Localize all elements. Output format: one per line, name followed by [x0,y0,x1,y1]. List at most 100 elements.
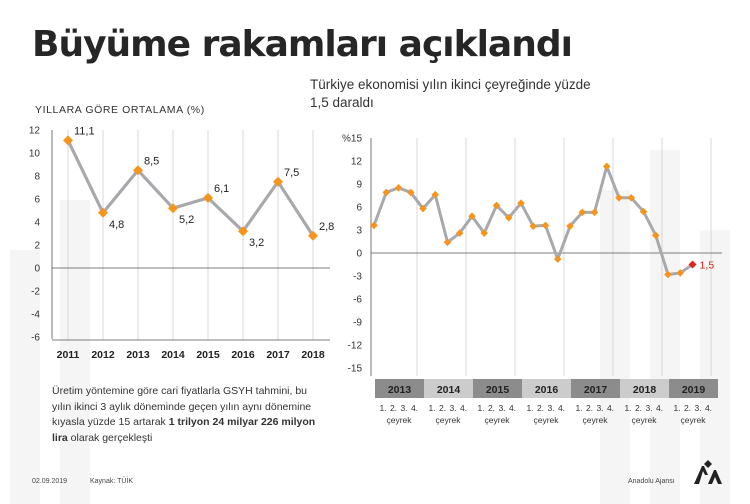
data-point [590,208,599,217]
period-label: çeyrek [680,415,706,425]
year-band-segment [571,379,620,398]
y-tick-label: -6 [31,333,40,344]
page-title: Büyüme rakamları açıklandı [32,24,573,65]
y-tick-label: 6 [356,203,362,214]
y-tick-label: -3 [353,272,362,283]
quarter-label: 3. [400,403,407,413]
year-band-segment [620,379,669,398]
data-point [517,199,525,207]
quarter-label: 3. [645,403,652,413]
quarter-label: 4. [460,403,467,413]
quarter-label: 1. [379,403,386,413]
data-label: 4,8 [109,219,124,231]
note-text-2: olarak gerçekleşti [67,431,153,444]
y-tick-label: 12 [29,126,41,137]
x-tick-label: 2014 [161,349,185,361]
data-point [238,226,248,237]
period-label: çeyrek [631,415,657,425]
x-tick-label: 2011 [57,349,80,361]
data-point [168,203,178,214]
quarter-label: 4. [705,403,712,413]
background-bar [600,190,630,504]
quarter-label: 1. [624,403,631,413]
footer-date: 02.09.2019 [32,478,68,485]
year-label: 2014 [437,384,461,396]
quarter-label: 2. [684,403,691,413]
data-point [651,231,660,240]
quarter-label: 2. [635,403,642,413]
quarterly-growth-chart: %15 12 9 6 3 0 -3 -6 -9 -12 -15 2013 2014 2015 2016 201… [342,134,722,425]
data-point [455,229,464,237]
y-tick-label: 9 [356,180,362,191]
year-band-segment [473,379,522,398]
quarter-label: 4. [558,403,565,413]
annual-growth-chart: 12 10 8 6 4 2 0 -2 -4 -6 2011 2012 2013 2014 2015 2016 2… [29,125,334,361]
year-band-segment [424,379,473,398]
data-label: 7,5 [284,167,299,179]
y-tick-label: 3 [356,226,362,237]
data-point [382,188,391,197]
data-point [492,201,501,210]
data-point [394,184,403,192]
background-bar [60,200,90,504]
x-tick-label: 2016 [231,349,255,361]
data-point [273,176,283,187]
footer-agency: Anadolu Ajansı [628,478,675,485]
data-point [578,208,587,217]
y-tick-label: 10 [29,149,41,160]
data-point [308,230,318,241]
series-line [372,164,694,276]
data-point [63,135,73,146]
x-tick-label: 2018 [301,349,325,361]
quarter-label: 2. [390,403,397,413]
data-point [419,204,427,213]
data-point [203,192,213,203]
note-bold-amount: 1 trilyon 24 milyar 226 milyon lira [52,416,316,444]
y-tick-label: 12 [351,157,363,168]
y-tick-label: -12 [348,341,363,352]
year-label: 2018 [633,384,657,396]
period-label: çeyrek [484,415,510,425]
year-label: 2016 [535,384,559,396]
data-point [480,229,489,237]
y-tick-label: 6 [34,195,40,206]
data-point [566,222,574,230]
y-tick-label: 2 [34,241,40,252]
x-tick-label: 2013 [126,349,150,361]
y-tick-label: 8 [34,172,40,183]
quarter-label: 3. [596,403,603,413]
year-band-segment [522,379,571,398]
quarter-label: 4. [411,403,418,413]
y-tick-label: %15 [342,134,362,145]
gdp-note: Üretim yöntemine göre cari fiyatlarla GS… [52,384,327,446]
left-chart-title: YILLARA GÖRE ORTALAMA (%) [35,104,205,116]
footer-source: Kaynak: TÜİK [90,478,134,485]
quarter-label: 2. [586,403,593,413]
period-label: çeyrek [386,415,412,425]
data-point [443,238,452,247]
data-point [553,255,562,263]
quarter-label: 3. [449,403,456,413]
quarter-label: 3. [547,403,554,413]
quarter-label: 4. [509,403,516,413]
x-tick-label: 2017 [266,349,290,361]
x-tick-label: 2015 [196,349,220,361]
data-point [602,162,611,171]
quarter-label: 1. [575,403,582,413]
period-label: çeyrek [582,415,608,425]
background-bar [10,250,40,504]
y-tick-label: 0 [356,249,362,260]
data-point [676,269,685,277]
y-tick-label: -6 [353,295,362,306]
background-bar [700,230,730,504]
y-tick-label: 4 [34,218,40,229]
year-band-segment [669,379,718,398]
quarter-label: 1. [526,403,533,413]
data-point [627,194,636,202]
subtitle: Türkiye ekonomisi yılın ikinci çeyreğind… [310,77,591,110]
anadolu-agency-logo-icon [694,460,722,484]
x-tick-label: 2012 [91,349,115,361]
year-label: 2017 [584,384,608,396]
data-point [431,190,440,199]
